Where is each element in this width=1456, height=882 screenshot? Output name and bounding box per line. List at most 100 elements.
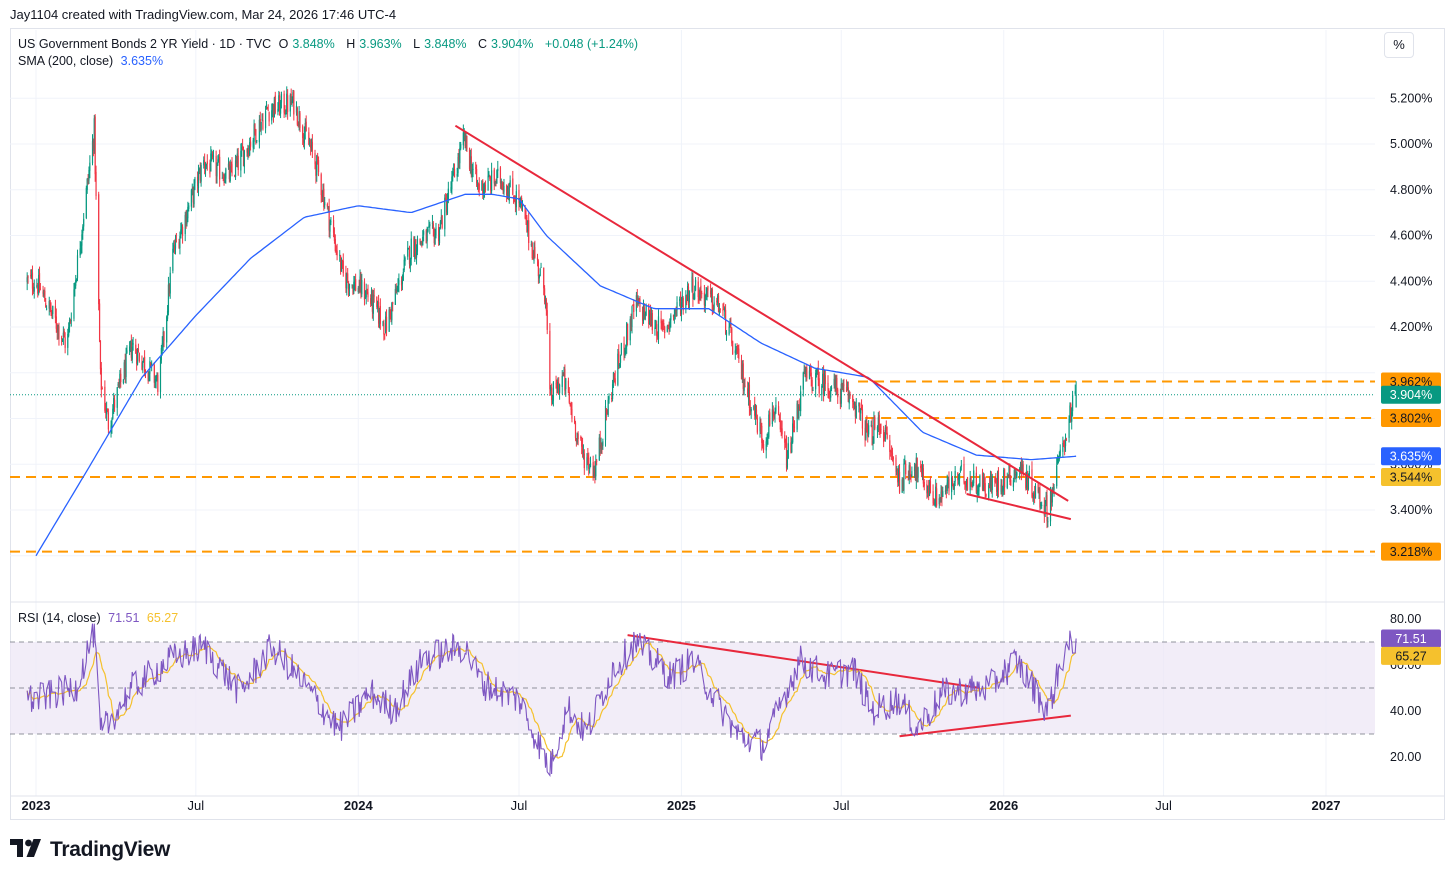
candle-body	[242, 145, 244, 151]
symbol-title: US Government Bonds 2 YR Yield · 1D · TV…	[18, 37, 272, 51]
tradingview-brand[interactable]: TradingView	[10, 838, 170, 862]
candle-body	[853, 402, 855, 405]
candle-body	[166, 316, 168, 343]
candle-body	[199, 169, 201, 181]
candle-body	[439, 221, 441, 229]
candle-body	[989, 477, 992, 486]
candle-body	[428, 225, 430, 228]
candle-body	[606, 413, 608, 415]
candle-body	[155, 379, 157, 382]
candle-body	[252, 140, 254, 148]
candle-body	[748, 384, 751, 408]
candle-body	[217, 159, 219, 165]
rsi-label: RSI (14, close)	[18, 611, 101, 625]
candle-body	[809, 368, 811, 372]
candle-body	[749, 406, 751, 413]
candle-body	[539, 268, 541, 277]
candle-body	[904, 462, 906, 465]
candle-body	[599, 437, 601, 449]
candle-body	[846, 389, 849, 391]
candle-body	[457, 157, 459, 174]
candle-body	[1064, 446, 1066, 448]
candle-body	[804, 369, 806, 376]
price-axis-label: 4.400%	[1390, 274, 1432, 288]
candle-body	[744, 385, 746, 388]
candle-body	[938, 498, 940, 505]
candle-body	[305, 121, 307, 132]
rsi-ma-value-label-bg	[1381, 646, 1441, 665]
candle-body	[1034, 492, 1036, 497]
candle-body	[730, 322, 732, 328]
candle-body	[724, 307, 726, 312]
candle-body	[463, 133, 465, 135]
candle-body	[324, 202, 326, 206]
candle-body	[978, 485, 980, 492]
candle-body	[513, 196, 515, 203]
candle-body	[976, 492, 978, 495]
candle-body	[988, 483, 991, 487]
candle-body	[309, 145, 311, 147]
candle-body	[537, 261, 540, 277]
candle-body	[520, 197, 522, 201]
candle-body	[785, 442, 788, 469]
candle-body	[945, 489, 947, 491]
chart-frame	[10, 28, 1445, 820]
candle-body	[364, 297, 366, 299]
candle-body	[402, 272, 404, 281]
candle-body	[483, 189, 485, 196]
candle-body	[340, 259, 343, 272]
candle-body	[921, 466, 923, 474]
candle-body	[283, 93, 285, 113]
candle-body	[833, 378, 835, 386]
candle-body	[531, 243, 533, 258]
candle-body	[593, 467, 595, 477]
candle-body	[304, 123, 306, 133]
candle-body	[151, 363, 153, 365]
candle-body	[1003, 469, 1005, 489]
candle-body	[212, 155, 215, 157]
candle-body	[323, 188, 325, 208]
candle-body	[462, 132, 464, 146]
candle-body	[159, 360, 162, 392]
candle-body	[723, 308, 725, 310]
candle-body	[39, 288, 42, 290]
candle-body	[743, 386, 745, 391]
candle-body	[470, 156, 472, 175]
candle-body	[287, 95, 289, 113]
candle-body	[736, 348, 738, 350]
candle-body	[598, 437, 600, 461]
candle-body	[315, 163, 317, 176]
candle-body	[385, 316, 388, 331]
percent-scale-button[interactable]: %	[1384, 32, 1414, 58]
candle-body	[229, 167, 231, 181]
candle-body	[729, 324, 731, 327]
candle-body	[699, 287, 701, 299]
candle-body	[314, 152, 316, 165]
candle-body	[693, 297, 695, 299]
candle-body	[692, 278, 694, 300]
candle-body	[32, 288, 34, 292]
candle-body	[929, 481, 932, 493]
candle-body	[668, 325, 670, 327]
candle-body	[464, 131, 466, 146]
candle-body	[112, 408, 114, 419]
candle-body	[656, 324, 658, 336]
candle-body	[716, 300, 718, 303]
candle-body	[69, 320, 72, 322]
candle-body	[670, 315, 672, 321]
candle-body	[680, 302, 683, 314]
candle-body	[265, 105, 268, 110]
time-axis-label: 2026	[989, 798, 1018, 813]
candle-body	[299, 113, 301, 129]
candle-body	[604, 406, 607, 441]
candle-body	[64, 337, 66, 348]
candle-body	[911, 471, 913, 478]
candle-body	[626, 323, 629, 341]
price-trendline	[454, 124, 1069, 502]
candle-body	[298, 111, 300, 126]
candle-body	[755, 410, 757, 418]
candle-body	[54, 306, 57, 318]
rsi-axis-label: 20.00	[1390, 750, 1421, 764]
candle-body	[279, 101, 282, 114]
